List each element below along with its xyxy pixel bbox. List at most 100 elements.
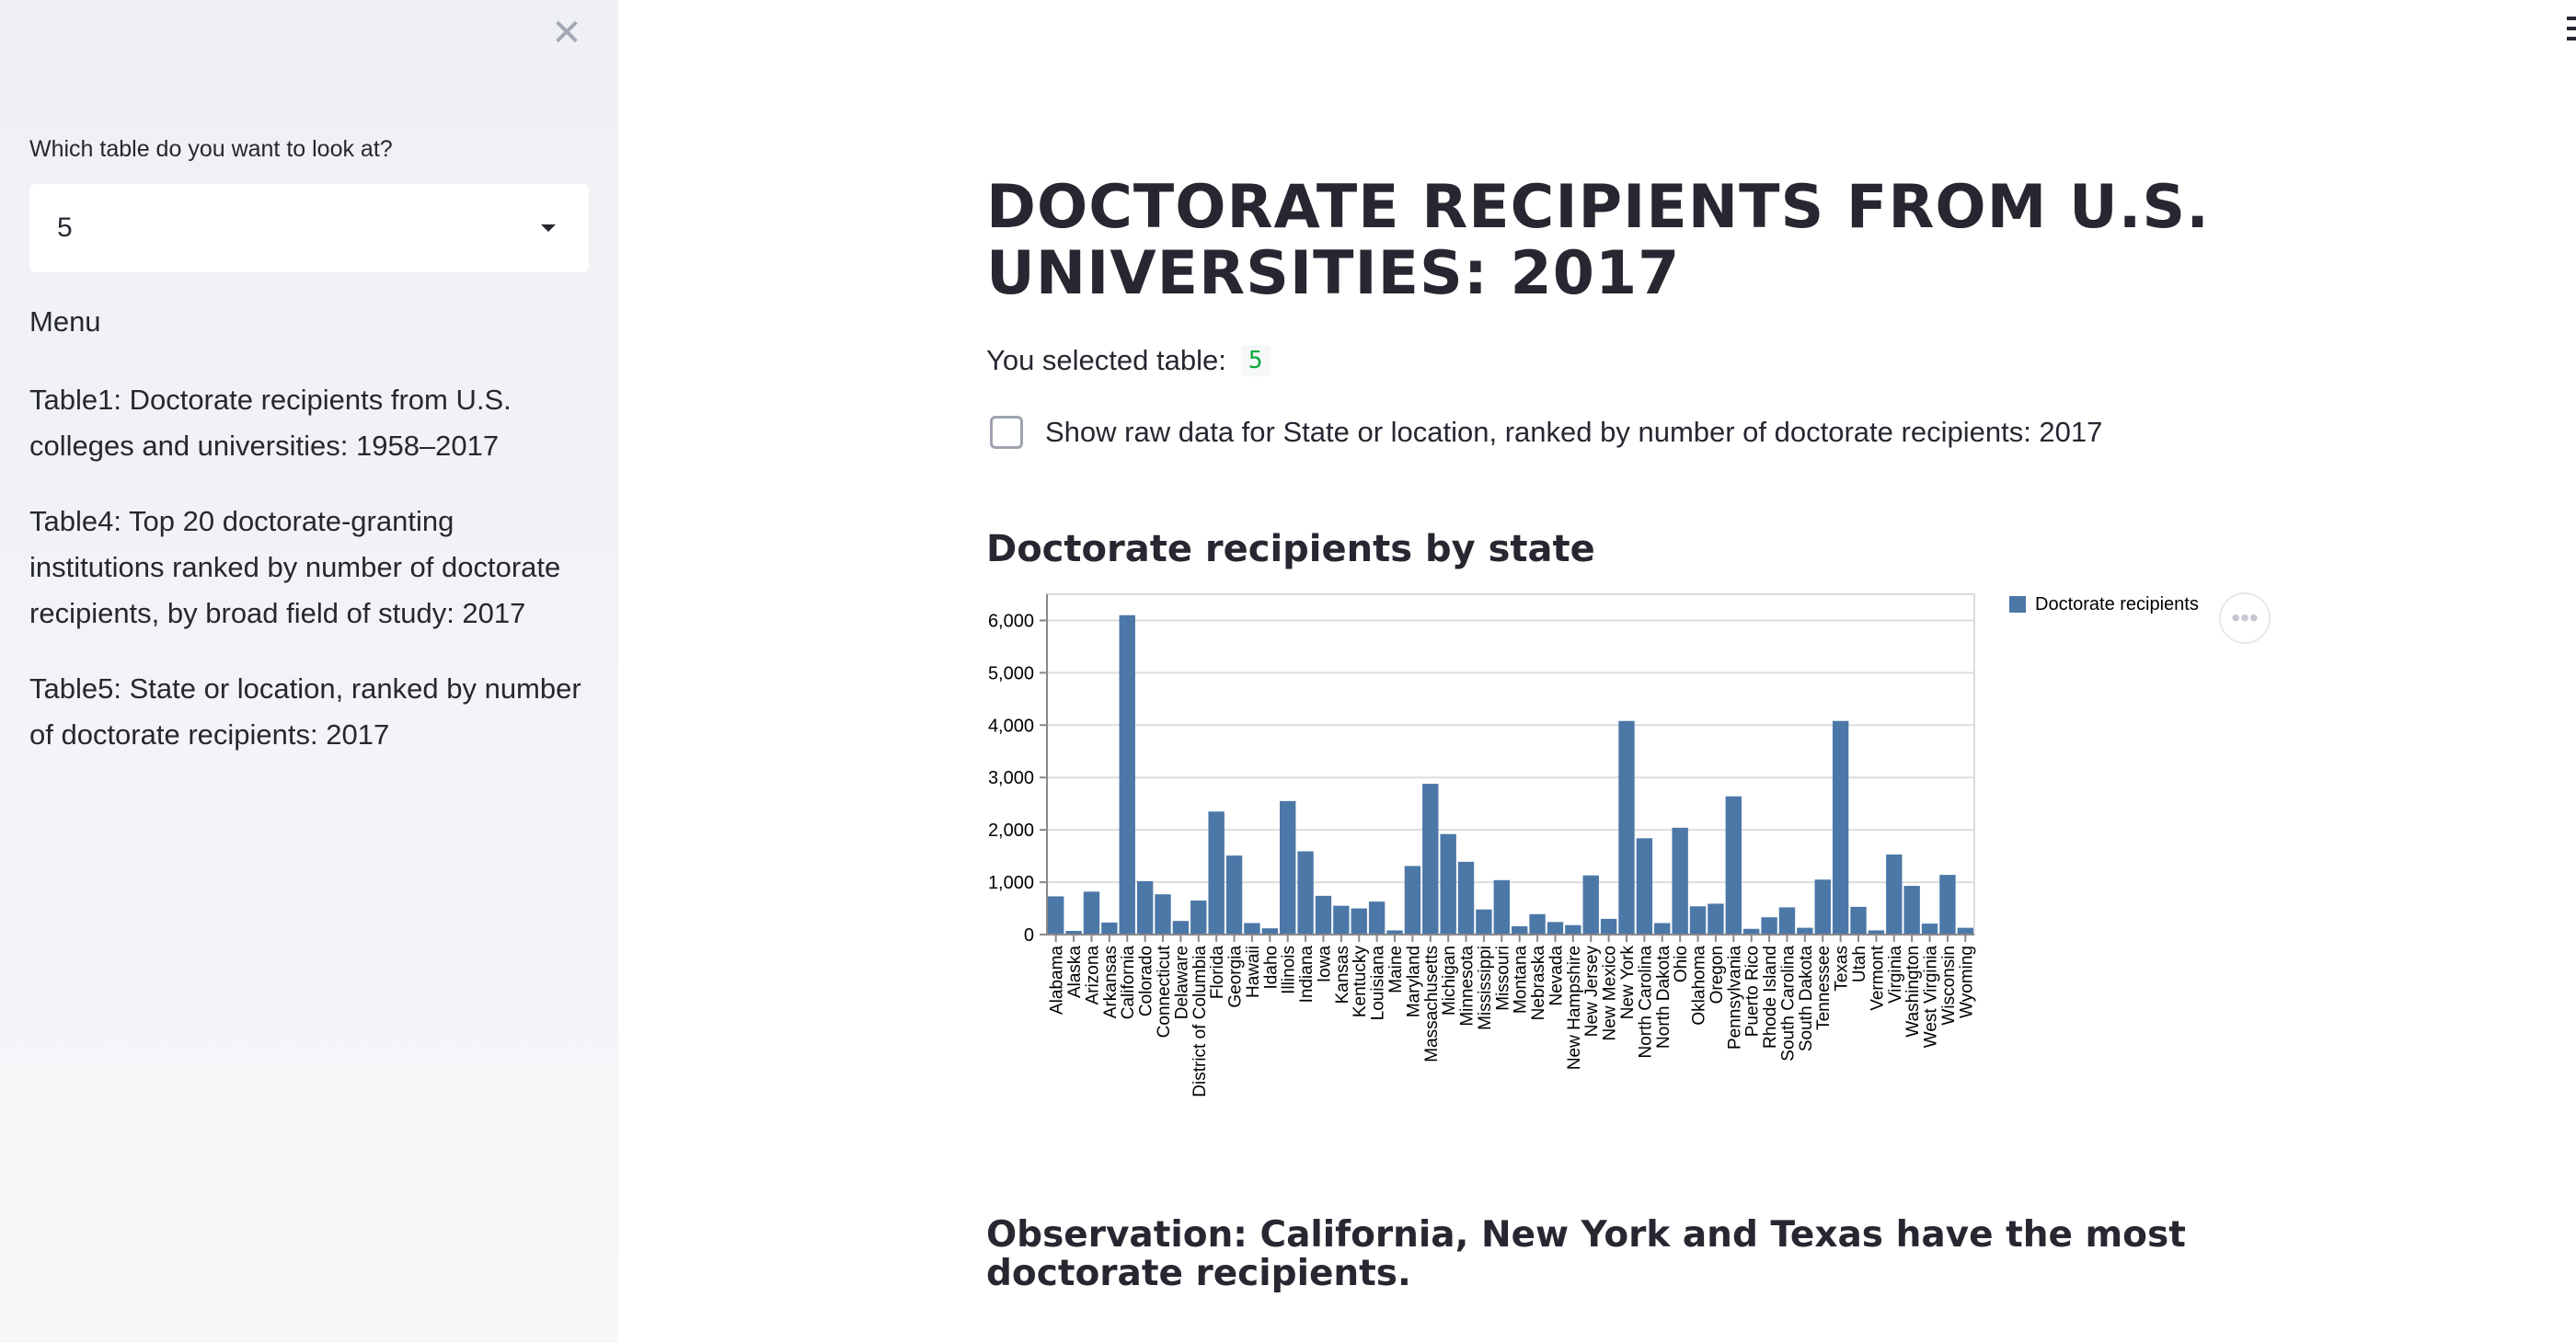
bar[interactable] <box>1725 796 1742 935</box>
bar[interactable] <box>1708 903 1724 935</box>
bar[interactable] <box>1048 896 1064 935</box>
bar[interactable] <box>1814 879 1831 935</box>
x-tick-label: Iowa <box>1315 946 1334 983</box>
bar[interactable] <box>1172 921 1190 935</box>
x-tick-label: Kansas <box>1333 946 1352 1004</box>
bar[interactable] <box>1386 930 1403 935</box>
x-tick-label: Alabama <box>1048 946 1067 1015</box>
raw-data-checkbox[interactable] <box>990 416 1023 449</box>
chart-heading: Doctorate recipients by state <box>986 528 1595 570</box>
x-tick-label: Arkansas <box>1101 946 1121 1018</box>
bar[interactable] <box>1582 875 1599 935</box>
bar[interactable] <box>1493 879 1510 935</box>
bar[interactable] <box>1440 833 1456 935</box>
bar[interactable] <box>1155 894 1171 935</box>
bar[interactable] <box>1261 928 1278 935</box>
x-tick-label: West Virginia <box>1922 946 1941 1049</box>
legend-label: Doctorate recipients <box>2035 594 2199 614</box>
bar[interactable] <box>1476 909 1492 935</box>
x-tick-label: New Hampshire <box>1565 946 1584 1070</box>
bar[interactable] <box>1939 875 1956 935</box>
raw-data-toggle[interactable]: Show raw data for State or location, ran… <box>990 416 2102 449</box>
bar[interactable] <box>1547 922 1564 935</box>
bar[interactable] <box>1529 913 1546 935</box>
y-tick-label: 1,000 <box>988 873 1034 893</box>
bar[interactable] <box>1065 931 1082 935</box>
bar[interactable] <box>1689 906 1707 935</box>
x-tick-label: Oklahoma <box>1690 946 1709 1026</box>
x-tick-label: Washington <box>1903 946 1923 1038</box>
x-tick-label: Puerto Rico <box>1743 946 1763 1037</box>
bar[interactable] <box>1850 906 1867 935</box>
bar[interactable] <box>1457 861 1475 935</box>
bar[interactable] <box>1565 924 1581 935</box>
bar[interactable] <box>1868 930 1885 935</box>
page-title: DOCTORATE RECIPIENTS FROM U.S. UNIVERSIT… <box>986 173 2210 308</box>
menu-item-table5[interactable]: Table5: State or location, ranked by num… <box>29 672 581 751</box>
bar[interactable] <box>1368 901 1386 935</box>
bar[interactable] <box>1208 811 1225 935</box>
x-tick-label: Kentucky <box>1351 946 1370 1018</box>
bar[interactable] <box>1886 854 1903 935</box>
sidebar: ✕ Which table do you want to look at? 5 … <box>0 0 618 1343</box>
bar[interactable] <box>1672 827 1688 935</box>
bar[interactable] <box>1797 927 1813 935</box>
bar[interactable] <box>1512 925 1528 935</box>
x-tick-label: Tennessee <box>1814 946 1834 1030</box>
menu-list: Table1: Doctorate recipients from U.S. c… <box>29 377 581 787</box>
chart-actions-more-icon[interactable]: ••• <box>2219 592 2271 644</box>
x-tick-label: Minnesota <box>1458 946 1478 1027</box>
bar[interactable] <box>1333 905 1350 935</box>
x-tick-label: New York <box>1618 946 1638 1020</box>
y-tick-label: 2,000 <box>988 821 1034 841</box>
bar[interactable] <box>1618 720 1635 935</box>
menu-title: Menu <box>29 305 101 338</box>
x-tick-label: Hawaii <box>1244 946 1263 998</box>
close-sidebar-icon[interactable]: ✕ <box>551 13 582 53</box>
bar[interactable] <box>1921 924 1938 935</box>
x-tick-label: Delaware <box>1172 946 1191 1019</box>
bar[interactable] <box>1778 907 1796 935</box>
bar-chart: 0 1,000 2,000 3,000 4,000 5,000 6,000 AlabamaAl… <box>988 593 2199 1097</box>
bar[interactable] <box>1083 891 1100 935</box>
bar[interactable] <box>1654 923 1671 935</box>
x-tick-label: Maryland <box>1404 946 1423 1017</box>
hamburger-menu-icon[interactable] <box>2567 17 2576 53</box>
menu-item-table4[interactable]: Table4: Top 20 doctorate-granting instit… <box>29 505 561 629</box>
bar[interactable] <box>1422 784 1439 935</box>
x-tick-label: Massachusetts <box>1422 946 1442 1062</box>
x-tick-label: Missouri <box>1493 946 1512 1011</box>
table-select[interactable]: 5 <box>29 184 589 272</box>
bar[interactable] <box>1743 928 1760 935</box>
bar[interactable] <box>1903 886 1920 935</box>
y-tick-label: 0 <box>1024 925 1034 946</box>
bar[interactable] <box>1297 851 1314 935</box>
bar[interactable] <box>1315 895 1332 935</box>
bar[interactable] <box>1761 917 1777 935</box>
bar[interactable] <box>1600 918 1617 935</box>
x-tick-label: Wyoming <box>1957 946 1976 1018</box>
x-tick-label: Idaho <box>1261 946 1281 990</box>
menu-item-table1[interactable]: Table1: Doctorate recipients from U.S. c… <box>29 384 512 462</box>
x-tick-label: South Carolina <box>1778 946 1798 1062</box>
bar[interactable] <box>1244 923 1260 935</box>
bar[interactable] <box>1832 720 1849 935</box>
x-tick-label: Nevada <box>1547 946 1566 1006</box>
bar[interactable] <box>1190 901 1207 935</box>
legend-swatch <box>2009 596 2026 613</box>
bar[interactable] <box>1136 880 1154 935</box>
x-tick-label: Illinois <box>1280 946 1299 994</box>
bar[interactable] <box>1101 922 1118 935</box>
bar[interactable] <box>1404 866 1421 935</box>
x-tick-label: Virginia <box>1886 946 1905 1004</box>
x-tick-label: Pennsylvania <box>1725 946 1744 1050</box>
bar[interactable] <box>1351 908 1367 935</box>
bar[interactable] <box>1957 927 1973 935</box>
x-tick-label: Georgia <box>1226 946 1246 1008</box>
bar[interactable] <box>1280 800 1296 935</box>
bar[interactable] <box>1225 855 1243 935</box>
bar[interactable] <box>1636 838 1653 935</box>
x-tick-label: Texas <box>1833 946 1852 992</box>
bar[interactable] <box>1119 614 1135 935</box>
x-tick-label: Nebraska <box>1529 946 1548 1021</box>
